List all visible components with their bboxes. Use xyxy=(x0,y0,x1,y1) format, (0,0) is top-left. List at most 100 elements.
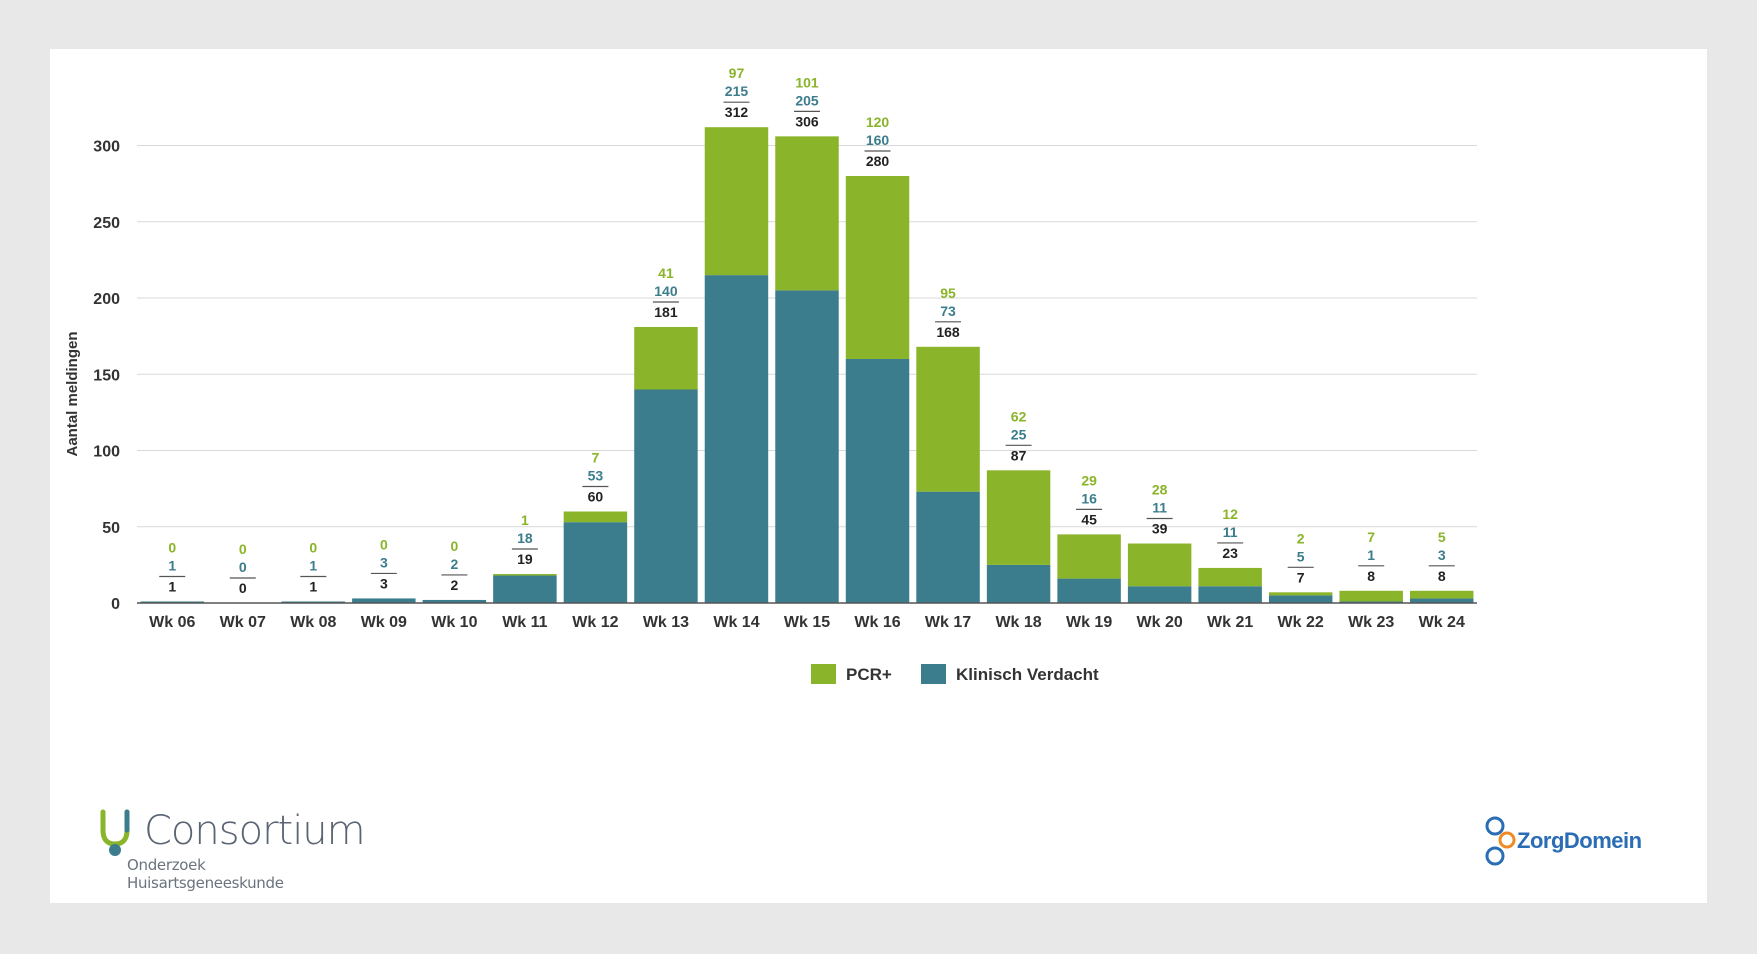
total-label: 1 xyxy=(309,578,317,594)
x-tick-label: Wk 12 xyxy=(572,614,618,631)
klinisch-verdacht-label: 18 xyxy=(517,530,533,546)
bar-klinisch-verdacht xyxy=(1339,601,1403,603)
bars xyxy=(140,127,1474,603)
pcr-plus-label: 101 xyxy=(795,74,819,90)
bar-pcr-plus xyxy=(986,470,1051,565)
total-label: 3 xyxy=(380,575,388,591)
pcr-plus-label: 7 xyxy=(1367,529,1375,545)
bar-pcr-plus xyxy=(634,326,698,390)
total-label: 87 xyxy=(1011,447,1027,463)
bar-pcr-plus xyxy=(916,346,980,492)
y-tick-label: 0 xyxy=(111,596,120,613)
zorgdomein-name: ZorgDomein xyxy=(1517,828,1642,853)
bar-klinisch-verdacht xyxy=(493,575,557,603)
pcr-plus-label: 41 xyxy=(658,265,674,281)
x-tick-label: Wk 10 xyxy=(431,614,477,631)
total-label: 306 xyxy=(795,113,819,129)
bar-klinisch-verdacht xyxy=(352,598,416,603)
x-tick-label: Wk 08 xyxy=(290,614,336,631)
x-tick-label: Wk 17 xyxy=(925,614,971,631)
x-tick-label: Wk 20 xyxy=(1137,614,1183,631)
klinisch-verdacht-label: 16 xyxy=(1081,490,1097,506)
x-tick-label: Wk 21 xyxy=(1207,614,1253,631)
bar-pcr-plus xyxy=(845,176,910,359)
bar-klinisch-verdacht xyxy=(1127,586,1192,603)
zorgdomein-rings-icon xyxy=(1485,816,1516,866)
klinisch-verdacht-label: 215 xyxy=(725,83,749,99)
pcr-plus-label: 1 xyxy=(521,512,529,528)
y-axis-label: Aantal meldingen xyxy=(64,331,81,456)
x-tick-label: Wk 23 xyxy=(1348,614,1394,631)
x-tick-label: Wk 06 xyxy=(149,614,195,631)
zorgdomein-logo: ZorgDomein xyxy=(1485,814,1665,870)
klinisch-verdacht-label: 140 xyxy=(654,283,678,299)
bar-klinisch-verdacht xyxy=(1268,595,1333,603)
bar-klinisch-verdacht xyxy=(1198,586,1262,603)
chart-card: 0 50 100 150 200 250 300 Aantal meldingen Wk 06 W… xyxy=(50,49,1707,903)
total-label: 181 xyxy=(654,304,678,320)
x-tick-label: Wk 07 xyxy=(220,614,266,631)
pcr-plus-label: 120 xyxy=(866,114,890,130)
bar-klinisch-verdacht xyxy=(281,601,346,603)
total-label: 8 xyxy=(1438,568,1446,584)
klinisch-verdacht-label: 11 xyxy=(1152,500,1167,516)
x-tick-label: Wk 24 xyxy=(1419,614,1465,631)
y-tick-label: 50 xyxy=(102,520,120,537)
pcr-plus-label: 5 xyxy=(1438,529,1446,545)
bar-pcr-plus xyxy=(1410,590,1474,599)
pcr-plus-label: 0 xyxy=(380,536,388,552)
x-tick-label: Wk 22 xyxy=(1278,614,1324,631)
consortium-name: Consortium xyxy=(144,808,366,854)
klinisch-verdacht-label: 5 xyxy=(1297,548,1305,564)
y-tick-label: 100 xyxy=(93,444,120,461)
y-tick-label: 200 xyxy=(93,291,120,308)
bar-klinisch-verdacht xyxy=(986,564,1051,603)
bar-klinisch-verdacht xyxy=(704,275,769,603)
klinisch-verdacht-label: 73 xyxy=(940,303,956,319)
y-tick-label: 150 xyxy=(93,367,120,384)
bar-pcr-plus xyxy=(1198,567,1262,587)
klinisch-verdacht-label: 160 xyxy=(866,132,890,148)
klinisch-verdacht-label: 3 xyxy=(380,554,388,570)
klinisch-verdacht-label: 1 xyxy=(168,557,176,573)
bar-klinisch-verdacht xyxy=(916,491,980,603)
total-label: 280 xyxy=(866,153,890,169)
x-tick-label: Wk 19 xyxy=(1066,614,1112,631)
klinisch-verdacht-label: 1 xyxy=(309,557,317,573)
total-label: 1 xyxy=(168,578,176,594)
pcr-plus-label: 95 xyxy=(940,285,956,301)
pcr-plus-label: 0 xyxy=(168,539,176,555)
klinisch-verdacht-label: 0 xyxy=(239,559,247,575)
total-label: 168 xyxy=(936,324,960,340)
bar-pcr-plus xyxy=(563,511,628,523)
legend-label: Klinisch Verdacht xyxy=(956,665,1099,684)
bar-pcr-plus xyxy=(775,136,839,291)
bar-klinisch-verdacht xyxy=(1410,598,1474,603)
bar-klinisch-verdacht xyxy=(422,599,487,603)
klinisch-verdacht-label: 53 xyxy=(588,468,604,484)
pcr-plus-label: 29 xyxy=(1081,472,1097,488)
x-tick-label: Wk 09 xyxy=(361,614,407,631)
bar-klinisch-verdacht xyxy=(634,389,698,603)
total-label: 45 xyxy=(1081,511,1097,527)
bar-pcr-plus xyxy=(1339,590,1403,602)
total-label: 0 xyxy=(239,580,247,596)
klinisch-verdacht-label: 25 xyxy=(1011,426,1027,442)
bar-pcr-plus xyxy=(1127,543,1192,587)
bar-pcr-plus xyxy=(1057,534,1121,579)
klinisch-verdacht-label: 3 xyxy=(1438,547,1446,563)
bar-klinisch-verdacht xyxy=(140,601,204,603)
total-label: 7 xyxy=(1297,569,1305,585)
total-label: 8 xyxy=(1367,568,1375,584)
pcr-plus-label: 0 xyxy=(450,538,458,554)
bar-klinisch-verdacht xyxy=(563,522,628,603)
legend-swatch xyxy=(811,664,836,684)
pcr-plus-label: 97 xyxy=(729,65,745,81)
x-tick-label: Wk 18 xyxy=(995,614,1041,631)
total-label: 39 xyxy=(1152,521,1168,537)
klinisch-verdacht-label: 1 xyxy=(1367,547,1375,563)
bar-pcr-plus xyxy=(704,127,769,276)
bar-pcr-plus xyxy=(1268,592,1333,596)
